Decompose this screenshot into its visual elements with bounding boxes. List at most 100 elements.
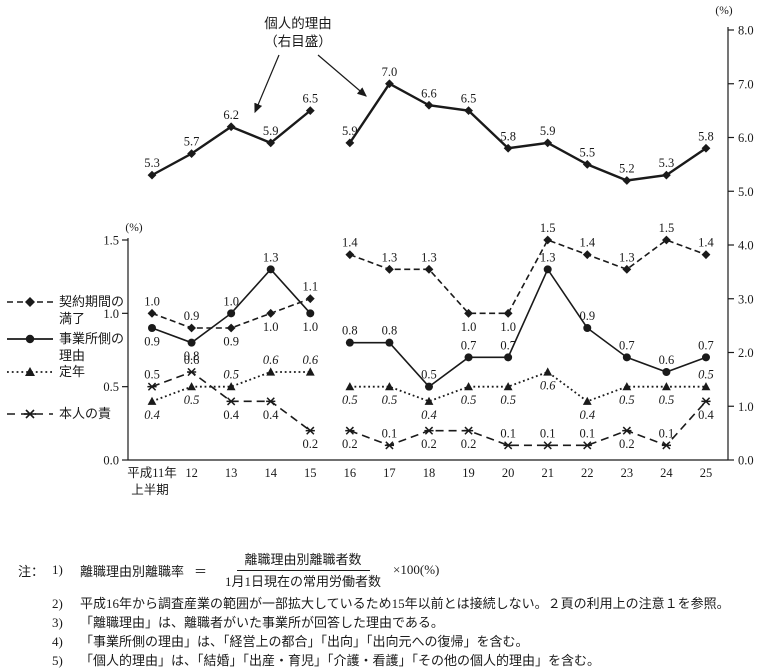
data-point-marker (662, 382, 671, 391)
data-point-label: 5.3 (144, 156, 160, 170)
annotation-arrow-left (254, 54, 280, 114)
data-point-label: 1.3 (382, 250, 398, 264)
data-point-marker (345, 426, 355, 435)
right-axis-tick-label: 3.0 (738, 292, 754, 306)
data-point-label: 1.0 (263, 320, 279, 334)
data-point-marker (543, 265, 552, 274)
legend-item-employer-reasons: 事業所側の 理由 (6, 330, 124, 364)
data-point-label: 1.5 (540, 221, 556, 235)
x-axis-sub-label: 上半期 (131, 483, 169, 497)
data-point-label: 0.6 (540, 379, 556, 393)
data-point-label: 5.5 (579, 145, 595, 159)
data-point-label: 0.4 (144, 408, 160, 422)
data-point-marker (424, 382, 433, 391)
data-point-marker (226, 122, 236, 132)
data-point-label: 0.4 (263, 408, 279, 422)
left-axis-tick-label: 1.0 (103, 307, 119, 321)
data-point-label: 5.9 (263, 124, 279, 138)
data-point-label: 6.5 (302, 92, 318, 106)
dashed-star-line-icon (7, 409, 53, 419)
data-point-marker (306, 309, 315, 318)
data-point-marker (464, 308, 473, 318)
data-point-marker (464, 382, 473, 391)
note-text: 「離職理由」は、離職者がいた事業所が回答した理由である。 (80, 615, 444, 630)
right-axis-tick-label: 0.0 (738, 454, 754, 468)
right-axis-tick-label: 1.0 (738, 400, 754, 414)
right-axis-tick-label: 4.0 (738, 239, 754, 253)
data-point-label: 0.1 (579, 426, 595, 440)
legend-item-contract-expiration: 契約期間の 満了 (6, 293, 124, 327)
annotation-personal-reasons-line1: 個人的理由 (264, 16, 332, 31)
data-point-marker (227, 309, 236, 318)
data-point-label: 1.3 (263, 250, 279, 264)
data-point-label: 5.2 (619, 162, 635, 176)
note-3: 3) 「離職理由」は、離職者がいた事業所が回答した理由である。 (52, 613, 760, 632)
data-point-marker (345, 250, 355, 260)
data-point-label: 0.6 (302, 353, 318, 367)
right-axis-tick-label: 7.0 (738, 77, 754, 91)
data-point-label: 1.0 (144, 294, 160, 308)
data-point-label: 5.9 (342, 124, 358, 138)
note-number: 1) (52, 562, 63, 577)
data-point-label: 5.8 (698, 129, 714, 143)
formula-lhs: 離職理由別離職率 (80, 563, 185, 579)
data-point-label: 6.5 (461, 92, 477, 106)
data-point-label: 0.8 (342, 324, 358, 338)
legend-text-line: 契約期間の (59, 294, 125, 309)
right-axis-tick-label: 8.0 (738, 24, 754, 38)
data-point-label: 1.0 (302, 320, 318, 334)
data-point-marker (701, 353, 710, 362)
data-point-label: 1.0 (223, 294, 239, 308)
data-point-marker (622, 426, 632, 435)
data-point-label: 0.9 (144, 335, 160, 349)
data-point-label: 0.5 (461, 393, 477, 407)
x-axis-label: 18 (423, 466, 436, 480)
data-point-label: 0.5 (342, 393, 358, 407)
data-point-marker (503, 441, 513, 450)
data-point-label: 1.5 (659, 221, 675, 235)
data-point-marker (305, 367, 315, 376)
x-axis-label: 13 (225, 466, 238, 480)
data-point-marker (305, 106, 315, 116)
data-point-label: 0.4 (579, 408, 595, 422)
x-axis-label: 17 (383, 466, 396, 480)
data-point-marker (582, 159, 592, 169)
data-point-marker (345, 138, 355, 148)
data-point-marker (622, 264, 632, 274)
data-point-marker (266, 138, 276, 148)
note-2: 2) 平成16年から調査産業の範囲が一部拡大しているため15年以前とは接続しない… (52, 594, 760, 613)
legend-text-line: 本人の責 (59, 406, 112, 421)
data-point-marker (385, 338, 394, 347)
data-point-label: 0.5 (223, 368, 239, 382)
data-point-marker (424, 264, 434, 274)
legend-item-retirement: 定年 (6, 363, 85, 380)
data-point-marker (147, 308, 157, 318)
data-point-marker (147, 170, 157, 180)
data-point-label: 5.7 (184, 135, 200, 149)
data-point-label: 0.2 (461, 437, 477, 451)
data-point-marker (305, 294, 315, 304)
data-point-marker (622, 382, 632, 391)
note-text: 「事業所側の理由」は、「経営上の都合」「出向」「出向元への復帰」を含む。 (80, 634, 529, 649)
data-point-marker (464, 106, 473, 116)
data-point-marker (701, 250, 711, 260)
data-point-label: 0.1 (540, 426, 556, 440)
data-point-label: 0.4 (223, 408, 239, 422)
data-point-marker (622, 176, 632, 185)
x-axis-label: 25 (700, 466, 713, 480)
data-point-marker (662, 368, 671, 376)
data-point-marker (385, 79, 394, 89)
data-point-marker (543, 441, 553, 450)
data-point-marker (503, 382, 513, 391)
data-point-label: 0.6 (184, 353, 200, 367)
data-point-label: 7.0 (382, 65, 398, 79)
data-point-marker (187, 338, 196, 347)
data-point-marker (424, 100, 434, 110)
data-point-label: 1.4 (342, 236, 358, 250)
data-point-marker (385, 264, 394, 274)
data-point-marker (503, 143, 513, 153)
data-point-marker (186, 367, 197, 377)
x-axis-label: 24 (660, 466, 673, 480)
left-axis-unit: (%) (125, 222, 142, 234)
